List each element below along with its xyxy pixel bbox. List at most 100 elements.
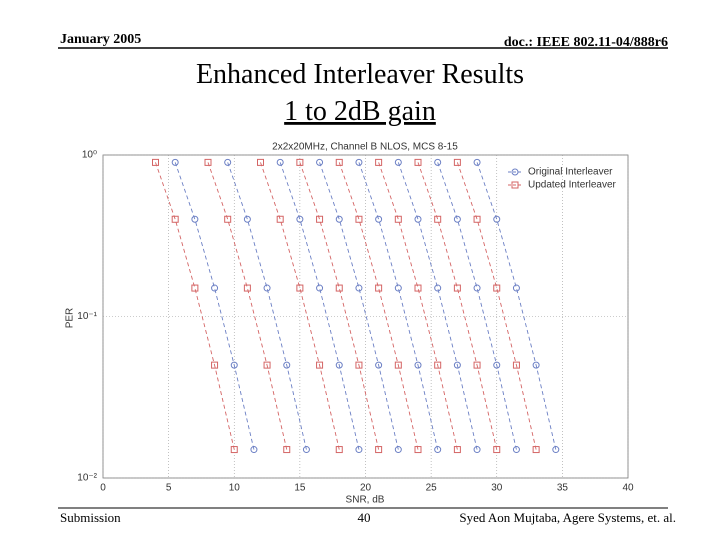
data-point [493,361,501,369]
data-point [453,361,461,369]
data-point [355,215,363,223]
data-point [375,361,383,369]
data-point [355,158,363,166]
series-line [319,162,399,450]
data-point [224,215,232,223]
data-point [414,215,422,223]
data-point [296,158,304,166]
series-line [397,162,478,450]
data-point [316,284,324,292]
data-point [171,158,179,166]
footer-left: Submission [60,510,121,525]
data-point [552,446,560,454]
data-point [335,361,343,369]
series-line [456,162,537,450]
data-point [316,215,324,223]
series-line [378,162,458,450]
series-line [174,162,255,450]
x-tick-label: 20 [360,483,372,494]
data-point [243,284,251,292]
data-point [335,284,343,292]
x-tick-label: 10 [229,483,241,494]
data-point [263,361,271,369]
header-date: January 2005 [60,32,141,47]
data-point [335,446,343,454]
series-line [155,162,235,450]
data-point [302,446,310,454]
x-tick-label: 30 [491,483,503,494]
series-line [279,162,360,450]
data-point [296,284,304,292]
legend-label: Updated Interleaver [528,180,617,191]
data-point [512,284,520,292]
data-point [283,361,291,369]
data-point [394,158,402,166]
data-point [394,361,402,369]
footer-page: 40 [358,510,371,525]
y-tick-label: 10⁻¹ [77,311,97,322]
data-point [204,158,212,166]
data-point [211,361,219,369]
data-point [453,446,461,454]
data-point [473,446,481,454]
legend-label: Original Interleaver [528,167,613,178]
series-line [338,162,419,450]
data-point [493,215,501,223]
data-point [230,361,238,369]
data-point [512,361,520,369]
data-point [453,284,461,292]
data-point [296,215,304,223]
data-point [355,361,363,369]
data-point [211,284,219,292]
series-line [299,162,380,450]
data-point [532,361,540,369]
y-axis-label: PER [65,308,76,329]
data-point [414,446,422,454]
data-point [375,215,383,223]
data-point [493,284,501,292]
data-point [512,446,520,454]
data-point [263,284,271,292]
data-point [532,446,540,454]
data-point [335,215,343,223]
chart-title: 2x2x20MHz, Channel B NLOS, MCS 8-15 [272,142,458,153]
data-point [283,446,291,454]
data-point [230,446,238,454]
data-point [473,361,481,369]
data-point [152,158,159,166]
data-point [473,215,481,223]
data-point [191,284,199,292]
data-point [316,361,324,369]
data-point [434,215,442,223]
data-point [355,284,363,292]
y-tick-label: 10⁻² [77,473,97,484]
series-line [260,162,340,450]
series-line [227,162,307,450]
data-point [394,215,402,223]
x-tick-label: 35 [557,483,569,494]
slide-subtitle: 1 to 2dB gain [284,96,436,127]
data-point [394,446,402,454]
slide-title: Enhanced Interleaver Results [196,59,524,90]
y-tick-label: 10⁰ [82,150,97,161]
data-point [355,446,363,454]
data-point [375,158,383,166]
data-point [250,446,258,454]
series-line [358,162,439,450]
series-line [476,162,557,450]
data-point [473,158,481,166]
header-doc: doc.: IEEE 802.11-04/888r6 [504,35,668,50]
data-point [434,158,442,166]
data-point [257,158,264,166]
data-point [335,158,343,166]
data-point [414,361,422,369]
data-point [316,158,324,166]
footer-right: Syed Aon Mujtaba, Agere Systems, et. al. [459,510,676,525]
data-point [414,284,422,292]
x-tick-label: 25 [426,483,438,494]
data-point [375,446,383,454]
data-point [453,158,461,166]
data-point [434,446,442,454]
data-point [224,158,232,166]
